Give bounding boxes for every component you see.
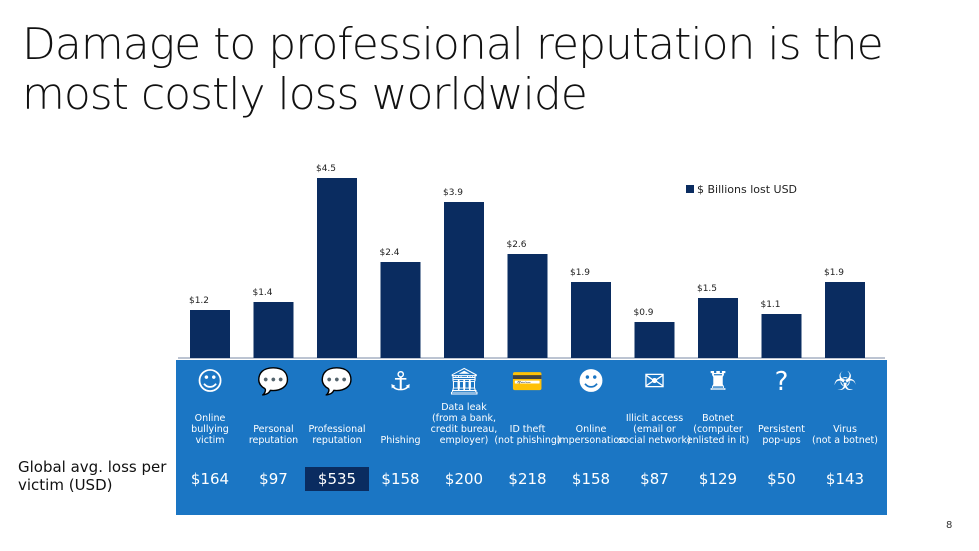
category-label-line: Online (194, 413, 226, 424)
title-line-1: Damage to professional reputation is the (22, 19, 884, 70)
category-label-line: Professional (308, 424, 366, 435)
category-band (176, 360, 887, 515)
category-label-line: Phishing (380, 435, 421, 446)
loss-value-10: $143 (825, 470, 865, 488)
mask-icon: ☺ (196, 367, 224, 397)
category-label-1: Personal reputation (235, 390, 313, 446)
bar-value-label-9: $1.1 (760, 300, 780, 310)
category-label-line: employer) (439, 435, 489, 446)
category-label-line: reputation (248, 435, 299, 446)
bar-value-label-5: $2.6 (506, 240, 526, 250)
category-label-line: bullying (191, 424, 229, 435)
loss-value-5: $218 (508, 470, 547, 488)
category-label-line: social network) (618, 435, 691, 446)
category-label-line: (email or (633, 424, 676, 435)
legend-label: $ Billions lost USD (697, 183, 798, 196)
bar-5 (507, 254, 548, 358)
bar-3 (380, 262, 421, 358)
category-label-7: Illicit access (email or social network) (616, 390, 694, 446)
bar-value-label-1: $1.4 (252, 288, 272, 298)
category-label-line: Botnet (702, 413, 734, 424)
category-label-line: (not a botnet) (812, 435, 878, 446)
bar-7 (634, 322, 675, 358)
category-label-line: impersonation (556, 435, 626, 446)
envelope-icon: ✉ (643, 367, 666, 397)
question-popup-icon: ? (774, 367, 789, 397)
credit-card-icon: 💳 (511, 367, 544, 397)
loss-value-2: $535 (305, 467, 369, 491)
category-label-6: Online impersonation (552, 390, 630, 446)
loss-value-8: $129 (698, 470, 738, 488)
legend-swatch (686, 185, 694, 193)
category-label-line: Persistent (758, 424, 805, 435)
category-label-4: Data leak (from a bank, credit bureau, empl… (425, 390, 503, 446)
loss-value-7: $87 (640, 470, 669, 488)
loss-value-6: $158 (571, 470, 611, 488)
category-label-0: Online bullying victim (171, 390, 249, 446)
category-label-line: (computer (693, 424, 743, 435)
bar-9 (761, 314, 802, 358)
bar-value-label-7: $0.9 (633, 308, 653, 318)
category-label-10: Virus (not a botnet) (806, 390, 884, 446)
virus-icon: ☣ (833, 367, 857, 397)
category-label-line: Illicit access (625, 413, 684, 424)
loss-value-1: $97 (259, 470, 288, 488)
loss-value-4: $200 (444, 470, 484, 488)
bar-2 (317, 178, 357, 358)
loss-value-0: $164 (190, 470, 230, 488)
bank-icon: 🏛 (447, 367, 481, 397)
speech-bubbles-icon: 💬 (320, 367, 354, 397)
bar-value-label-2: $4.5 (316, 164, 336, 174)
category-label-line: credit bureau, (430, 424, 498, 435)
bar-value-label-8: $1.5 (697, 284, 717, 294)
category-label-line: (from a bank, (431, 413, 497, 424)
category-label-line: Personal (253, 424, 294, 435)
category-label-line: Virus (833, 424, 857, 435)
category-label-3: Phishing (362, 390, 440, 446)
category-label-line: (not phishing) (494, 435, 561, 446)
loss-row-label: Global avg. loss per victim (USD) (18, 458, 167, 494)
bar-6 (571, 282, 611, 358)
page-number: 8 (946, 520, 953, 531)
bar-8 (698, 298, 738, 358)
title-line-2: most costly loss worldwide (22, 69, 588, 120)
drama-mask-icon: ☻ (577, 367, 605, 397)
category-label-line: ID theft (509, 424, 546, 435)
chart-legend: $ Billions lost USD (686, 183, 797, 196)
category-label-line: Data leak (441, 402, 487, 413)
bar-4 (444, 202, 484, 358)
bar-value-label-4: $3.9 (443, 188, 463, 198)
category-label-5: ID theft (not phishing) (489, 390, 567, 446)
robot-icon: ♜ (706, 367, 730, 397)
category-label-line: victim (195, 435, 225, 446)
category-label-line: pop-ups (762, 435, 801, 446)
loss-value-9: $50 (767, 470, 796, 488)
category-label-line: enlisted in it) (686, 435, 750, 446)
fishing-hook-icon: ⚓ (388, 367, 413, 397)
speech-bubbles-icon: 💬 (257, 367, 290, 397)
category-label-2: Professional reputation (298, 390, 376, 446)
bar-value-label-6: $1.9 (570, 268, 590, 278)
page-title: Damage to professional reputation is the… (22, 20, 922, 120)
category-label-line: Online (575, 424, 607, 435)
loss-value-3: $158 (381, 470, 420, 488)
bar-value-label-3: $2.4 (379, 248, 399, 258)
bar-0 (190, 310, 230, 358)
bar-1 (253, 302, 294, 358)
category-label-8: Botnet (computer enlisted in it) (679, 390, 757, 446)
category-label-line: reputation (312, 435, 362, 446)
bar-value-label-10: $1.9 (824, 268, 844, 278)
category-label-9: Persistent pop-ups (743, 390, 821, 446)
bar-value-label-0: $1.2 (189, 296, 209, 306)
bar-10 (825, 282, 865, 358)
